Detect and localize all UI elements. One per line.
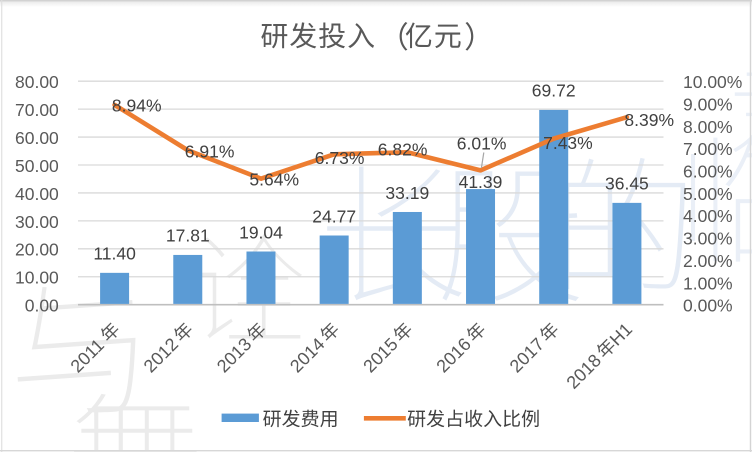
svg-text:50.00: 50.00: [15, 156, 59, 176]
svg-text:11.40: 11.40: [93, 244, 136, 264]
svg-text:10.00: 10.00: [15, 268, 59, 288]
svg-text:24.77: 24.77: [312, 206, 356, 226]
svg-text:0.00: 0.00: [25, 296, 59, 316]
svg-text:30.00: 30.00: [15, 212, 59, 232]
svg-text:69.72: 69.72: [532, 81, 576, 101]
svg-text:41.39: 41.39: [459, 172, 503, 192]
svg-text:3.00%: 3.00%: [683, 229, 733, 249]
svg-text:70.00: 70.00: [15, 100, 59, 120]
svg-text:4.00%: 4.00%: [683, 206, 733, 226]
svg-text:8.00%: 8.00%: [683, 117, 733, 137]
svg-text:6.73%: 6.73%: [315, 148, 365, 168]
svg-text:8.94%: 8.94%: [112, 96, 162, 116]
svg-text:33.19: 33.19: [385, 183, 429, 203]
svg-text:0.00%: 0.00%: [683, 296, 733, 316]
svg-text:20.00: 20.00: [15, 240, 59, 260]
svg-text:40.00: 40.00: [15, 184, 59, 204]
svg-text:5.64%: 5.64%: [249, 170, 299, 190]
svg-text:60.00: 60.00: [15, 128, 59, 148]
svg-text:1.00%: 1.00%: [683, 273, 733, 293]
svg-text:10.00%: 10.00%: [683, 72, 742, 92]
svg-text:6.91%: 6.91%: [185, 142, 235, 162]
svg-text:6.82%: 6.82%: [378, 140, 428, 160]
svg-text:6.00%: 6.00%: [683, 162, 733, 182]
svg-text:19.04: 19.04: [239, 222, 283, 242]
svg-text:2.00%: 2.00%: [683, 251, 733, 271]
svg-text:36.45: 36.45: [605, 174, 649, 194]
svg-text:7.00%: 7.00%: [683, 139, 733, 159]
svg-text:17.81: 17.81: [166, 226, 210, 246]
svg-text:6.01%: 6.01%: [457, 134, 507, 154]
svg-text:8.39%: 8.39%: [624, 110, 674, 130]
svg-text:9.00%: 9.00%: [683, 94, 733, 114]
svg-text:5.00%: 5.00%: [683, 184, 733, 204]
svg-text:7.43%: 7.43%: [543, 133, 593, 153]
svg-text:80.00: 80.00: [15, 72, 59, 92]
